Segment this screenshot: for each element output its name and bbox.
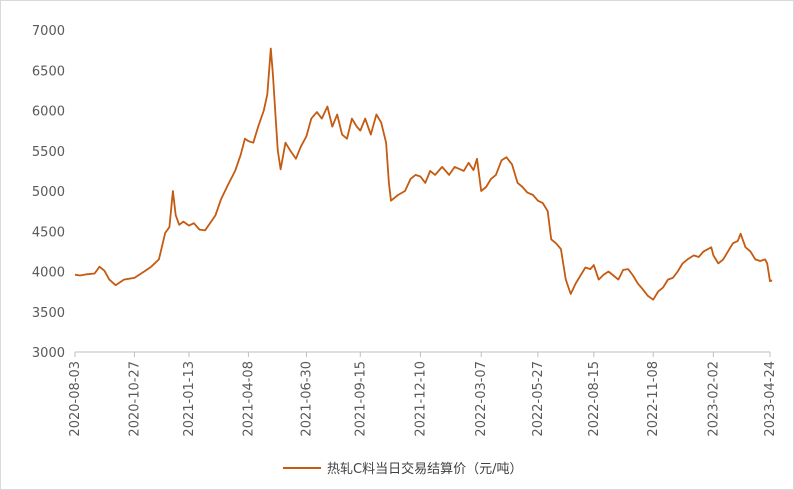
y-tick-label: 3500 [32, 306, 65, 321]
x-tick-label: 2022-03-07 [474, 361, 489, 437]
y-tick-label: 3000 [32, 346, 65, 361]
x-axis: 2020-08-03 2020-10-27 2021-01-13 2021-04-08… [68, 351, 778, 437]
x-tick-label: 2022-05-27 [531, 361, 546, 437]
y-tick-label: 6000 [32, 105, 65, 120]
y-tick-label: 5000 [32, 185, 65, 200]
y-tick-label: 6500 [32, 64, 65, 79]
y-axis: 3000 3500 4000 4500 5000 5500 6000 6500 7000 [32, 24, 65, 361]
x-tick-label: 2023-02-02 [706, 361, 721, 437]
series-layer [74, 47, 773, 301]
x-tick-label: 2022-08-15 [587, 361, 602, 437]
x-tick-label: 2021-09-15 [353, 361, 368, 437]
y-tick-label: 4500 [32, 225, 65, 240]
x-tick-label: 2021-06-30 [299, 361, 314, 437]
series-line [74, 47, 773, 301]
y-tick-label: 7000 [32, 24, 65, 39]
x-tick-label: 2023-04-24 [763, 361, 778, 437]
x-tick-label: 2021-01-13 [182, 361, 197, 437]
x-tick-label: 2020-10-27 [127, 361, 142, 437]
y-tick-label: 4000 [32, 266, 65, 281]
y-tick-label: 5500 [32, 145, 65, 160]
legend: 热轧C料当日交易结算价（元/吨） [283, 461, 522, 477]
legend-label: 热轧C料当日交易结算价（元/吨） [327, 461, 522, 477]
x-tick-label: 2021-04-08 [241, 361, 256, 437]
x-tick-label: 2020-08-03 [68, 361, 83, 437]
x-tick-label: 2022-11-08 [646, 361, 661, 437]
x-tick-label: 2021-12-10 [413, 361, 428, 437]
